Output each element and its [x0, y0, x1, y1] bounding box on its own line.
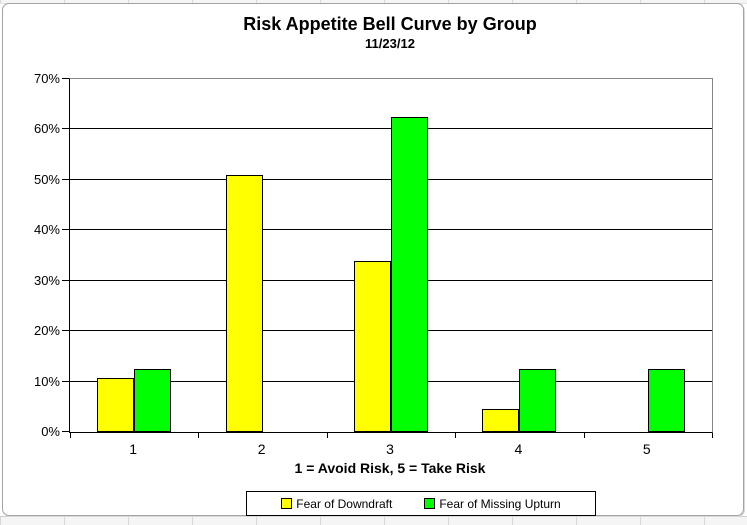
x-axis-label-2: 2 [257, 441, 266, 457]
x-axis-label-1: 1 [129, 441, 138, 457]
x-axis-label-4: 4 [514, 441, 523, 457]
bar-fear-of-downdraft-cat-1[interactable] [97, 378, 135, 432]
y-axis-label-20: 20% [33, 323, 60, 339]
spreadsheet-row-strip-bottom [0, 516, 747, 525]
bar-fear-of-missing-upturn-cat-3[interactable] [390, 116, 428, 432]
x-axis-label-3: 3 [386, 441, 394, 457]
category-group-4 [455, 79, 583, 432]
y-axis-tick-40 [62, 229, 69, 231]
bar-fear-of-downdraft-cat-4[interactable] [482, 409, 520, 432]
legend-entry-fear-of-missing-upturn[interactable]: Fear of Missing Upturn [424, 496, 561, 511]
y-axis-label-10: 10% [33, 373, 60, 389]
y-axis-tick-70 [62, 78, 69, 79]
x-axis-label-5: 5 [642, 441, 651, 457]
x-axis-labels: 1 2 3 4 5 [69, 441, 711, 457]
chart-object[interactable]: Risk Appetite Bell Curve by Group 11/23/… [2, 3, 744, 516]
bar-fear-of-missing-upturn-cat-1[interactable] [134, 368, 172, 432]
plot-area[interactable] [62, 78, 713, 438]
y-axis-label-30: 30% [33, 272, 60, 288]
category-group-5 [584, 79, 712, 432]
y-axis-tick-30 [62, 279, 69, 281]
category-group-1 [70, 79, 198, 432]
bar-fear-of-missing-upturn-cat-5[interactable] [647, 368, 685, 432]
x-axis-tick-2 [326, 433, 328, 438]
legend-label-fear-of-missing-upturn: Fear of Missing Upturn [439, 496, 561, 511]
x-axis-tick-4 [583, 433, 585, 438]
y-axis-label-40: 40% [33, 222, 60, 238]
y-axis-tick-50 [62, 178, 69, 180]
y-axis-tick-10 [62, 380, 69, 382]
x-axis-tick-5 [712, 433, 713, 438]
y-axis-tick-60 [62, 128, 69, 130]
y-axis-tick-0 [62, 431, 69, 432]
y-axis-labels: 0% 10% 20% 30% 40% 50% 60% 70% [3, 72, 60, 439]
y-axis-label-0: 0% [41, 424, 60, 439]
bar-fear-of-missing-upturn-cat-4[interactable] [519, 368, 557, 432]
chart-subtitle: 11/23/12 [365, 36, 415, 51]
bar-fear-of-downdraft-cat-2[interactable] [225, 175, 263, 432]
x-axis-tick-3 [455, 433, 457, 438]
category-group-2 [198, 79, 326, 432]
bar-fear-of-downdraft-cat-3[interactable] [353, 261, 391, 432]
y-axis-label-60: 60% [33, 121, 60, 137]
y-axis-label-70: 70% [33, 71, 60, 86]
x-axis-title: 1 = Avoid Risk, 5 = Take Risk [294, 460, 486, 476]
legend[interactable]: Fear of Downdraft Fear of Missing Upturn [246, 491, 596, 516]
legend-label-fear-of-downdraft: Fear of Downdraft [296, 496, 393, 511]
y-axis-label-50: 50% [33, 171, 60, 187]
y-axis-tick-20 [62, 330, 69, 332]
legend-entry-fear-of-downdraft[interactable]: Fear of Downdraft [281, 497, 392, 511]
category-group-3 [327, 79, 455, 432]
legend-swatch-fear-of-missing-upturn [424, 498, 436, 509]
legend-swatch-fear-of-downdraft [281, 498, 293, 509]
x-axis-tick-1 [198, 433, 200, 438]
x-axis-tick-0 [70, 433, 71, 438]
chart-title: Risk Appetite Bell Curve by Group [243, 14, 537, 34]
